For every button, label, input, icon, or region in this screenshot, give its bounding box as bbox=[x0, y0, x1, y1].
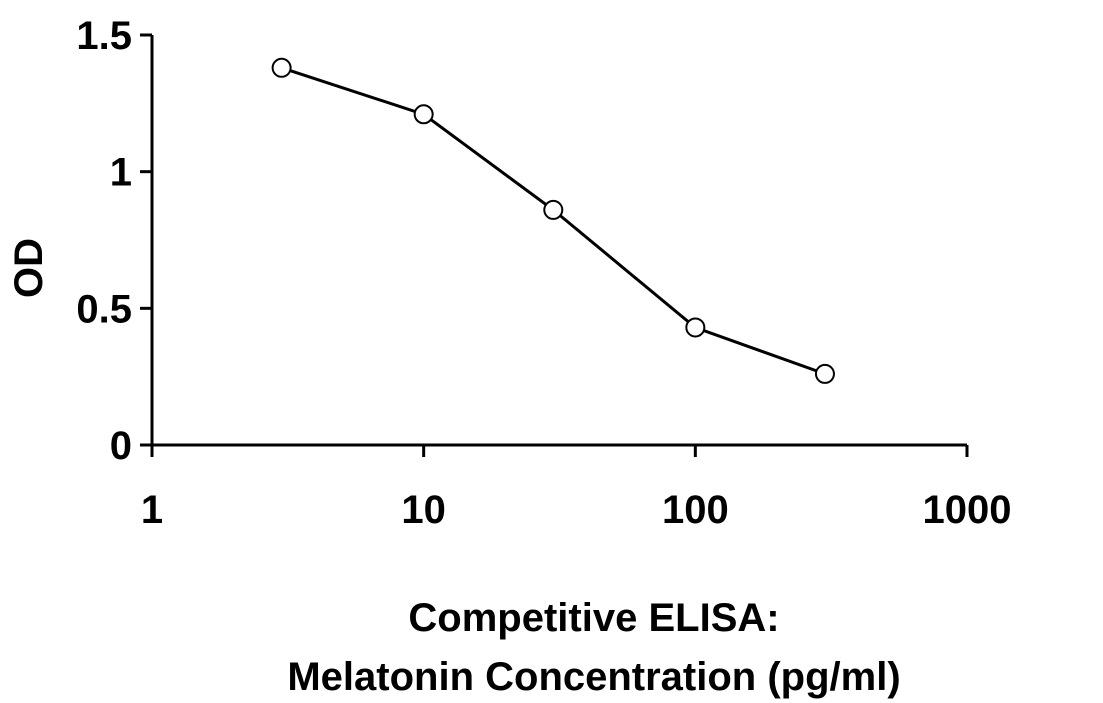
x-axis-title-line-2: Melatonin Concentration (pg/ml) bbox=[287, 655, 900, 699]
y-ticks: 0 0.5 1 1.5 bbox=[76, 14, 152, 468]
axes bbox=[150, 35, 967, 447]
y-tick-label: 1.5 bbox=[76, 14, 132, 58]
x-ticks: 1 10 100 1000 bbox=[141, 445, 1012, 532]
series-line bbox=[281, 66, 826, 376]
x-tick-label: 100 bbox=[662, 488, 729, 532]
y-axis-title: OD bbox=[7, 238, 51, 298]
series-layer bbox=[271, 57, 835, 384]
y-tick-label: 1 bbox=[110, 151, 132, 195]
y-tick-label: 0.5 bbox=[76, 287, 132, 331]
data-point bbox=[685, 317, 706, 338]
data-point bbox=[543, 199, 564, 220]
y-tick-label: 0 bbox=[110, 424, 132, 468]
x-axis-title-line-1: Competitive ELISA: bbox=[408, 596, 779, 640]
x-tick-label: 1 bbox=[141, 488, 163, 532]
data-point bbox=[271, 57, 292, 78]
data-point bbox=[814, 363, 835, 384]
x-tick-label: 10 bbox=[401, 488, 446, 532]
x-tick-label: 1000 bbox=[923, 488, 1012, 532]
data-point bbox=[413, 104, 434, 125]
